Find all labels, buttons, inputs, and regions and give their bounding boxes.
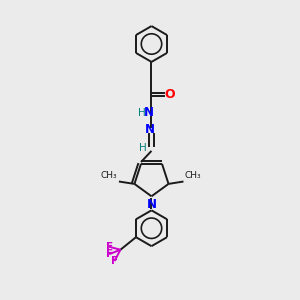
Text: F: F [106,249,113,259]
Text: N: N [147,198,157,212]
Text: F: F [111,256,118,266]
Text: O: O [164,88,175,101]
Text: N: N [143,106,154,119]
Text: F: F [106,242,113,252]
Text: N: N [145,124,155,136]
Text: CH₃: CH₃ [100,171,117,180]
Text: H: H [139,143,146,153]
Text: CH₃: CH₃ [185,171,202,180]
Text: H: H [138,108,146,118]
